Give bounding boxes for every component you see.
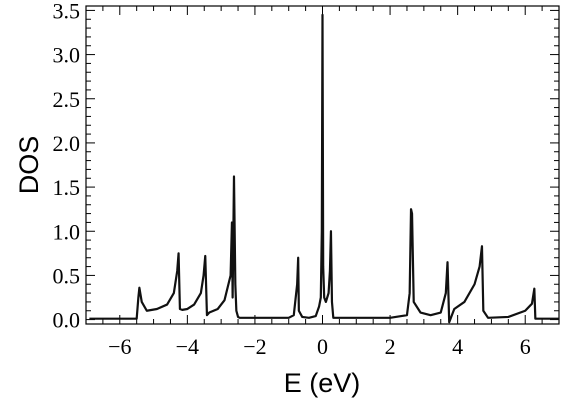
y-tick-label: 3.0	[53, 43, 81, 68]
y-tick-label: 0.0	[53, 308, 81, 333]
y-tick-label: 2.5	[53, 87, 81, 112]
y-tick-label: 3.5	[53, 0, 81, 23]
x-tick-label: 4	[452, 334, 463, 359]
dos-curve	[89, 13, 559, 324]
x-tick-label: −4	[176, 334, 199, 359]
x-tick-label: −2	[243, 334, 266, 359]
y-tick-label: 1.5	[53, 175, 81, 200]
x-axis-label: E (eV)	[284, 368, 361, 398]
x-tick-label: 0	[317, 334, 328, 359]
y-tick-label: 1.0	[53, 219, 81, 244]
axis-tick-labels: −6 −4 −2 0 2 4 6 0.0 0.5 1.0 1.5 2.0 2.5 3.0 3.5	[53, 0, 531, 359]
y-axis-label: DOS	[14, 136, 44, 195]
x-tick-label: −6	[108, 334, 131, 359]
y-tick-label: 2.0	[53, 131, 81, 156]
y-tick-label: 0.5	[53, 263, 81, 288]
x-tick-label: 6	[520, 334, 531, 359]
x-tick-label: 2	[385, 334, 396, 359]
